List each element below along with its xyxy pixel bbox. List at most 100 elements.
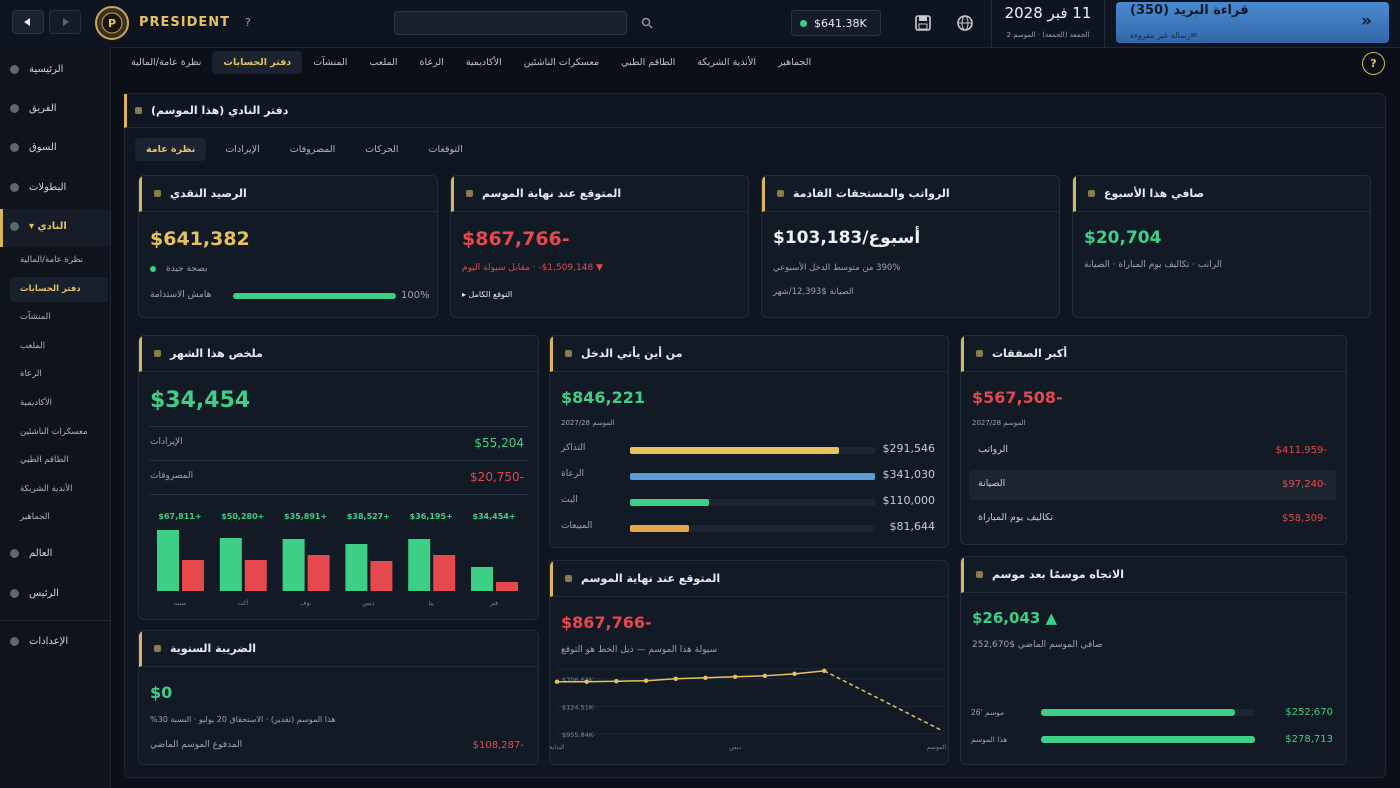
tab[interactable]: المنشآت	[313, 57, 348, 68]
label: صافي الموسم الماضي $252,670	[972, 640, 1103, 650]
month-card: ملخص هذا الشهر $34,454 الإيرادات $55,204…	[138, 335, 539, 620]
sub-tab[interactable]: الإيرادات	[225, 144, 260, 155]
label: $20,704	[1084, 228, 1162, 248]
trend-label: موسم '26	[971, 708, 1005, 717]
tab[interactable]: الرعاة	[419, 57, 444, 68]
card-icon	[154, 350, 161, 357]
forecast-card: المتوقع عند نهاية الموسم $867,766- سيولة…	[549, 560, 949, 765]
tab[interactable]: الأندية الشريكة	[697, 57, 757, 68]
sidebar-subitem[interactable]: الرعاة	[20, 369, 42, 380]
sidebar-subitem[interactable]: معسكرات الناشئين	[20, 426, 88, 437]
bar-label: $67,811+	[158, 512, 201, 521]
panel-icon	[135, 107, 142, 114]
bar	[433, 555, 456, 591]
sub-tab[interactable]: الحركات	[365, 144, 399, 155]
sidebar-item[interactable]: الرئيس	[10, 588, 59, 599]
sidebar-subitem[interactable]: دفتر الحسابات	[20, 283, 81, 294]
point	[584, 679, 589, 684]
card-icon	[466, 190, 473, 197]
mail-note-text: رسالة غير مقروءة	[1130, 31, 1191, 40]
label: المدفوع الموسم الماضي	[150, 740, 243, 750]
bar	[182, 560, 204, 591]
sidebar-icon	[10, 143, 19, 153]
x-tick-label: أكت	[238, 599, 249, 607]
bar-label: $38,527+	[347, 512, 390, 521]
logo: P	[95, 6, 129, 40]
search-icon[interactable]	[640, 16, 654, 30]
label: الإيرادات	[150, 437, 183, 447]
point	[792, 671, 797, 677]
bar-track	[630, 473, 875, 480]
help-button[interactable]: ?	[1362, 52, 1385, 75]
deal-label: الصيانة	[978, 478, 1006, 489]
sidebar-subitem[interactable]: نظرة عامة/المالية	[20, 255, 83, 265]
sub-tab[interactable]: التوقعات	[428, 144, 463, 155]
source-label: البث	[561, 495, 578, 505]
sidebar-item[interactable]: النادي ▾	[10, 221, 67, 232]
point	[703, 675, 708, 680]
deals-card: أكبر الصفقات $567,508- الموسم 2027/28 ال…	[960, 335, 1347, 545]
y-tick-label: $955.84K-	[562, 731, 595, 739]
sidebar-subitem[interactable]: المنشآت	[20, 312, 51, 323]
label: الضريبة السنوية	[170, 642, 256, 655]
label: أكبر الصفقات	[992, 347, 1068, 360]
point	[732, 674, 738, 679]
separator	[149, 494, 528, 495]
divider	[0, 620, 110, 621]
sidebar-subitem[interactable]: الجماهير	[20, 512, 50, 523]
element: P	[108, 17, 116, 30]
sidebar-item[interactable]: السوق	[10, 142, 57, 153]
source-value: $110,000	[882, 494, 936, 507]
mail-open[interactable]: »	[1361, 11, 1372, 31]
sidebar-item[interactable]: البطولات	[10, 182, 66, 193]
label: ▼ $1,509,148- · مقابل سيولة اليوم	[462, 263, 603, 273]
tab[interactable]: الطاقم الطبي	[621, 57, 676, 68]
tab[interactable]: الملعب	[369, 57, 398, 68]
cash-card: الرصيد النقدي $641,382 بصحة جيدة هامش ال…	[138, 175, 438, 318]
sub-tab[interactable]: المصروفات	[289, 144, 336, 155]
label: 390% من متوسط الدخل الأسبوعي	[773, 263, 901, 273]
mail-note: ✉رسالة غير مقروءة	[1130, 31, 1200, 40]
tab[interactable]: نظرة عامة/المالية	[131, 57, 202, 68]
label: الاتجاه موسمًا بعد موسم	[992, 568, 1125, 581]
label: سيولة هذا الموسم — ذيل الخط هو التوقع	[561, 645, 718, 655]
club-active	[0, 209, 110, 247]
card-header: أكبر الصفقات	[961, 336, 1346, 372]
mail-button[interactable]	[1116, 2, 1389, 43]
tab[interactable]: دفتر الحسابات	[212, 51, 303, 74]
sub-tab[interactable]: نظرة عامة	[135, 138, 207, 161]
sidebar-item[interactable]: الفريق	[10, 103, 57, 114]
forecast-link[interactable]: التوقع الكامل ▸	[462, 290, 513, 299]
sidebar-item[interactable]: الرئيسية	[10, 64, 63, 75]
sidebar-icon	[10, 222, 19, 231]
globe-icon[interactable]	[956, 14, 974, 32]
help-link[interactable]: ?	[245, 16, 251, 29]
label: ملخص هذا الشهر	[170, 347, 263, 360]
wages-card: الرواتب والمستحقات القادمة $103,183/أسبو…	[761, 175, 1060, 318]
forward-button[interactable]	[49, 10, 81, 34]
label: $867,766-	[462, 228, 570, 250]
tab[interactable]: معسكرات الناشئين	[523, 57, 600, 68]
search-box[interactable]	[394, 11, 627, 35]
source-value: $81,644	[889, 520, 936, 533]
sidebar-item[interactable]: الإعدادات	[10, 636, 68, 647]
sidebar-subitem[interactable]: الأندية الشريكة	[20, 483, 73, 494]
deal-row	[969, 470, 1336, 500]
bar	[244, 560, 267, 591]
club-sub-active	[10, 277, 108, 302]
back-button[interactable]	[12, 10, 44, 34]
tab[interactable]: الجماهير	[778, 57, 812, 68]
sidebar-subitem[interactable]: الملعب	[20, 340, 46, 351]
bar	[157, 530, 179, 591]
sidebar-subitem[interactable]: الطاقم الطبي	[20, 455, 69, 466]
element	[641, 17, 651, 27]
y-tick-label: $706.62K	[562, 676, 594, 684]
cash-line	[557, 670, 825, 683]
save-icon[interactable]	[914, 14, 932, 32]
sidebar-item[interactable]: العالم	[10, 548, 52, 559]
sidebar-subitem[interactable]: الأكاديمية	[20, 398, 53, 408]
tab[interactable]: الأكاديمية	[465, 57, 502, 68]
separator	[149, 460, 528, 461]
label: $26,043 ▲	[972, 609, 1058, 627]
